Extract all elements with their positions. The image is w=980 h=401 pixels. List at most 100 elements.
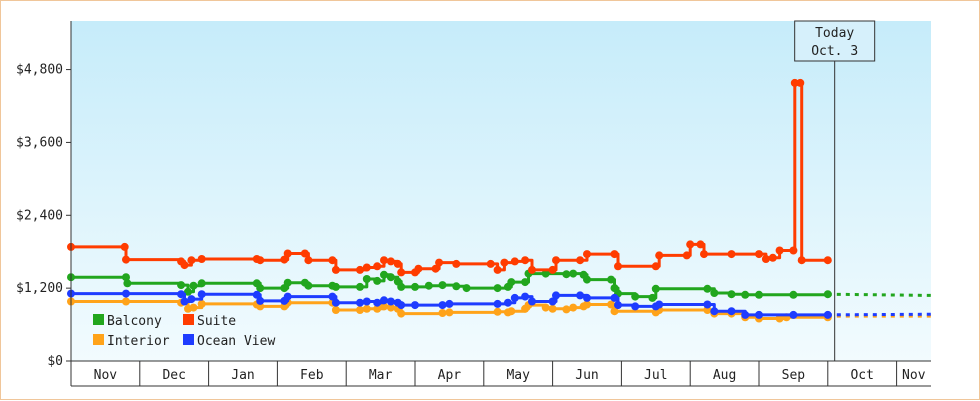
data-point[interactable] xyxy=(614,301,622,310)
data-point[interactable] xyxy=(655,300,664,309)
data-point[interactable] xyxy=(256,284,265,293)
data-point[interactable] xyxy=(331,298,340,307)
data-point[interactable] xyxy=(373,262,382,271)
data-point[interactable] xyxy=(755,290,763,299)
data-point[interactable] xyxy=(280,255,289,264)
data-point[interactable] xyxy=(768,253,777,262)
data-point[interactable] xyxy=(356,265,364,274)
data-point[interactable] xyxy=(386,257,395,266)
data-point[interactable] xyxy=(187,295,196,304)
data-point[interactable] xyxy=(177,281,186,290)
data-point[interactable] xyxy=(189,303,198,312)
data-point[interactable] xyxy=(397,301,406,310)
data-point[interactable] xyxy=(283,292,292,301)
data-point[interactable] xyxy=(648,293,657,302)
data-point[interactable] xyxy=(197,279,206,288)
data-point[interactable] xyxy=(452,282,461,291)
legend-item-balcony[interactable]: Balcony xyxy=(93,314,162,329)
data-point[interactable] xyxy=(197,290,206,299)
data-point[interactable] xyxy=(122,297,130,306)
data-point[interactable] xyxy=(710,307,719,316)
data-point[interactable] xyxy=(775,314,784,323)
data-point[interactable] xyxy=(651,284,660,293)
data-point[interactable] xyxy=(682,251,691,260)
data-point[interactable] xyxy=(503,298,512,307)
data-point[interactable] xyxy=(445,299,454,308)
data-point[interactable] xyxy=(607,275,616,284)
data-point[interactable] xyxy=(189,281,198,290)
data-point[interactable] xyxy=(703,306,712,314)
data-point[interactable] xyxy=(122,255,130,264)
data-point[interactable] xyxy=(362,304,371,313)
data-point[interactable] xyxy=(414,264,423,273)
data-point[interactable] xyxy=(741,310,750,319)
data-point[interactable] xyxy=(576,291,585,300)
data-point[interactable] xyxy=(362,275,371,283)
data-point[interactable] xyxy=(177,290,186,299)
data-point[interactable] xyxy=(655,251,664,260)
data-point[interactable] xyxy=(521,278,530,287)
data-point[interactable] xyxy=(610,250,619,259)
data-point[interactable] xyxy=(331,282,340,291)
data-point[interactable] xyxy=(548,304,557,313)
data-point[interactable] xyxy=(528,265,536,274)
data-point[interactable] xyxy=(541,303,550,312)
data-point[interactable] xyxy=(300,249,309,258)
data-point[interactable] xyxy=(123,279,132,288)
data-point[interactable] xyxy=(500,258,509,267)
data-point[interactable] xyxy=(651,262,660,271)
data-point[interactable] xyxy=(373,304,382,313)
data-point[interactable] xyxy=(197,255,206,263)
data-point[interactable] xyxy=(775,246,784,255)
data-point[interactable] xyxy=(435,258,444,267)
data-point[interactable] xyxy=(755,310,763,319)
data-point[interactable] xyxy=(569,303,578,312)
data-point[interactable] xyxy=(393,259,402,268)
data-point[interactable] xyxy=(304,256,313,265)
data-point[interactable] xyxy=(493,284,502,293)
data-point[interactable] xyxy=(493,299,502,308)
data-point[interactable] xyxy=(552,291,560,300)
data-point[interactable] xyxy=(411,301,419,310)
data-point[interactable] xyxy=(789,246,798,255)
data-point[interactable] xyxy=(614,262,622,271)
data-point[interactable] xyxy=(727,290,736,299)
data-point[interactable] xyxy=(583,300,591,309)
data-point[interactable] xyxy=(741,290,750,299)
data-point[interactable] xyxy=(696,240,705,249)
data-point[interactable] xyxy=(380,256,388,265)
data-point[interactable] xyxy=(252,290,261,299)
data-point[interactable] xyxy=(380,302,388,311)
data-point[interactable] xyxy=(184,287,192,296)
data-point[interactable] xyxy=(541,269,550,278)
data-point[interactable] xyxy=(386,273,395,282)
data-point[interactable] xyxy=(583,250,591,259)
data-point[interactable] xyxy=(331,265,340,274)
data-point[interactable] xyxy=(180,297,189,306)
data-point[interactable] xyxy=(362,297,371,306)
data-point[interactable] xyxy=(328,292,337,301)
data-point[interactable] xyxy=(122,273,130,282)
data-point[interactable] xyxy=(607,300,616,309)
data-point[interactable] xyxy=(380,270,388,279)
data-point[interactable] xyxy=(120,242,129,251)
data-point[interactable] xyxy=(610,307,619,316)
data-point[interactable] xyxy=(569,269,578,278)
legend-item-suite[interactable]: Suite xyxy=(183,314,236,329)
legend-item-interior[interactable]: Interior xyxy=(93,334,170,349)
data-point[interactable] xyxy=(180,261,189,270)
data-point[interactable] xyxy=(727,307,736,316)
data-point[interactable] xyxy=(386,297,395,306)
data-point[interactable] xyxy=(703,284,712,293)
data-point[interactable] xyxy=(187,256,196,265)
data-point[interactable] xyxy=(823,290,832,299)
data-point[interactable] xyxy=(510,293,519,302)
data-point[interactable] xyxy=(438,281,447,290)
data-point[interactable] xyxy=(796,78,805,87)
data-point[interactable] xyxy=(356,306,364,314)
data-point[interactable] xyxy=(710,289,719,297)
data-point[interactable] xyxy=(328,256,337,265)
data-point[interactable] xyxy=(528,297,536,306)
data-point[interactable] xyxy=(356,282,364,291)
legend-item-ocean-view[interactable]: Ocean View xyxy=(183,334,275,349)
